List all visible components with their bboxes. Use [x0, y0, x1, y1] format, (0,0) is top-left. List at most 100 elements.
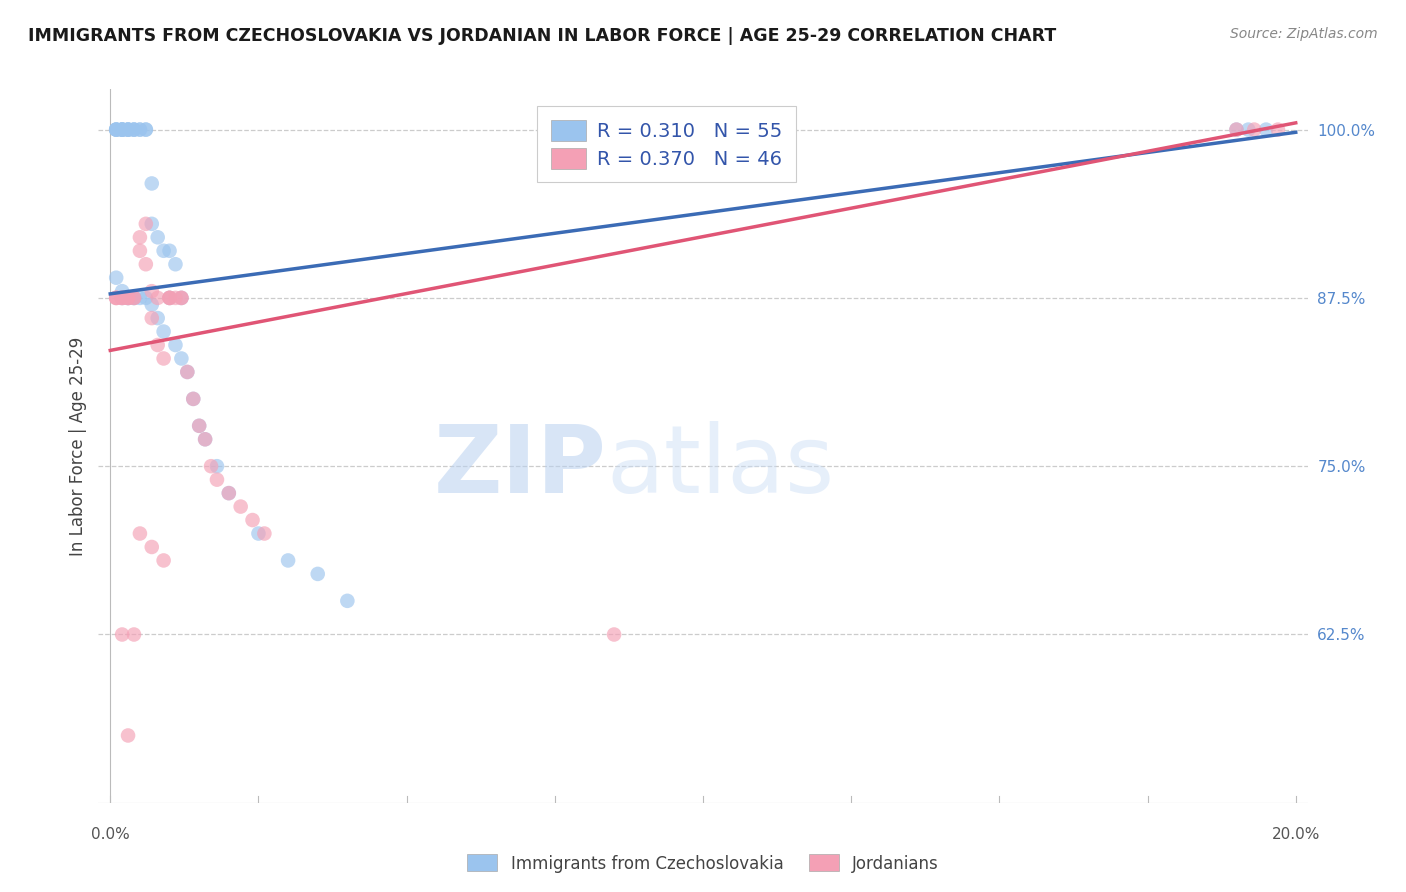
Point — [105, 122, 128, 136]
Point — [205, 473, 228, 487]
Point — [146, 230, 169, 244]
Point — [117, 729, 139, 743]
Point — [122, 291, 145, 305]
Point — [188, 418, 211, 433]
Point — [111, 627, 134, 641]
Point — [129, 122, 152, 136]
Point — [105, 122, 128, 136]
Point — [117, 291, 139, 305]
Point — [111, 291, 134, 305]
Point — [152, 244, 174, 258]
Text: IMMIGRANTS FROM CZECHOSLOVAKIA VS JORDANIAN IN LABOR FORCE | AGE 25-29 CORRELATI: IMMIGRANTS FROM CZECHOSLOVAKIA VS JORDAN… — [28, 27, 1056, 45]
Point — [117, 291, 139, 305]
Point — [247, 526, 270, 541]
Point — [146, 338, 169, 352]
Point — [1237, 122, 1260, 136]
Point — [122, 291, 145, 305]
Point — [122, 291, 145, 305]
Point — [159, 291, 181, 305]
Point — [1225, 122, 1247, 136]
Point — [307, 566, 329, 581]
Point — [146, 291, 169, 305]
Point — [122, 122, 145, 136]
Point — [170, 291, 193, 305]
Point — [129, 230, 152, 244]
Point — [1267, 122, 1289, 136]
Point — [105, 291, 128, 305]
Point — [111, 291, 134, 305]
Point — [135, 291, 157, 305]
Point — [181, 392, 204, 406]
Point — [218, 486, 240, 500]
Text: 20.0%: 20.0% — [1271, 827, 1320, 842]
Point — [117, 291, 139, 305]
Point — [111, 122, 134, 136]
Point — [165, 338, 187, 352]
Point — [194, 432, 217, 446]
Point — [141, 284, 163, 298]
Point — [170, 351, 193, 366]
Point — [152, 553, 174, 567]
Point — [188, 418, 211, 433]
Point — [159, 291, 181, 305]
Point — [135, 217, 157, 231]
Point — [603, 627, 626, 641]
Point — [117, 291, 139, 305]
Text: ZIP: ZIP — [433, 421, 606, 514]
Point — [253, 526, 276, 541]
Point — [170, 291, 193, 305]
Point — [242, 513, 264, 527]
Point — [117, 291, 139, 305]
Point — [1243, 122, 1265, 136]
Point — [117, 122, 139, 136]
Point — [111, 284, 134, 298]
Text: 0.0%: 0.0% — [91, 827, 129, 842]
Point — [218, 486, 240, 500]
Y-axis label: In Labor Force | Age 25-29: In Labor Force | Age 25-29 — [69, 336, 87, 556]
Point — [141, 311, 163, 326]
Point — [122, 122, 145, 136]
Point — [181, 392, 204, 406]
Point — [146, 311, 169, 326]
Point — [135, 257, 157, 271]
Point — [176, 365, 198, 379]
Point — [229, 500, 252, 514]
Point — [141, 177, 163, 191]
Point — [105, 270, 128, 285]
Point — [159, 291, 181, 305]
Point — [194, 432, 217, 446]
Point — [129, 291, 152, 305]
Point — [200, 459, 222, 474]
Text: Source: ZipAtlas.com: Source: ZipAtlas.com — [1230, 27, 1378, 41]
Point — [152, 351, 174, 366]
Point — [111, 122, 134, 136]
Point — [129, 244, 152, 258]
Legend: Immigrants from Czechoslovakia, Jordanians: Immigrants from Czechoslovakia, Jordania… — [461, 847, 945, 880]
Point — [277, 553, 299, 567]
Legend: R = 0.310   N = 55, R = 0.370   N = 46: R = 0.310 N = 55, R = 0.370 N = 46 — [537, 106, 796, 183]
Point — [105, 122, 128, 136]
Point — [165, 291, 187, 305]
Point — [122, 291, 145, 305]
Text: atlas: atlas — [606, 421, 835, 514]
Point — [135, 122, 157, 136]
Point — [205, 459, 228, 474]
Point — [122, 122, 145, 136]
Point — [336, 594, 359, 608]
Point — [141, 217, 163, 231]
Point — [111, 291, 134, 305]
Point — [129, 122, 152, 136]
Point — [1225, 122, 1247, 136]
Point — [141, 298, 163, 312]
Point — [111, 291, 134, 305]
Point — [117, 122, 139, 136]
Point — [159, 291, 181, 305]
Point — [117, 122, 139, 136]
Point — [105, 291, 128, 305]
Point — [111, 122, 134, 136]
Point — [165, 257, 187, 271]
Point — [152, 325, 174, 339]
Point — [122, 627, 145, 641]
Point — [105, 291, 128, 305]
Point — [105, 122, 128, 136]
